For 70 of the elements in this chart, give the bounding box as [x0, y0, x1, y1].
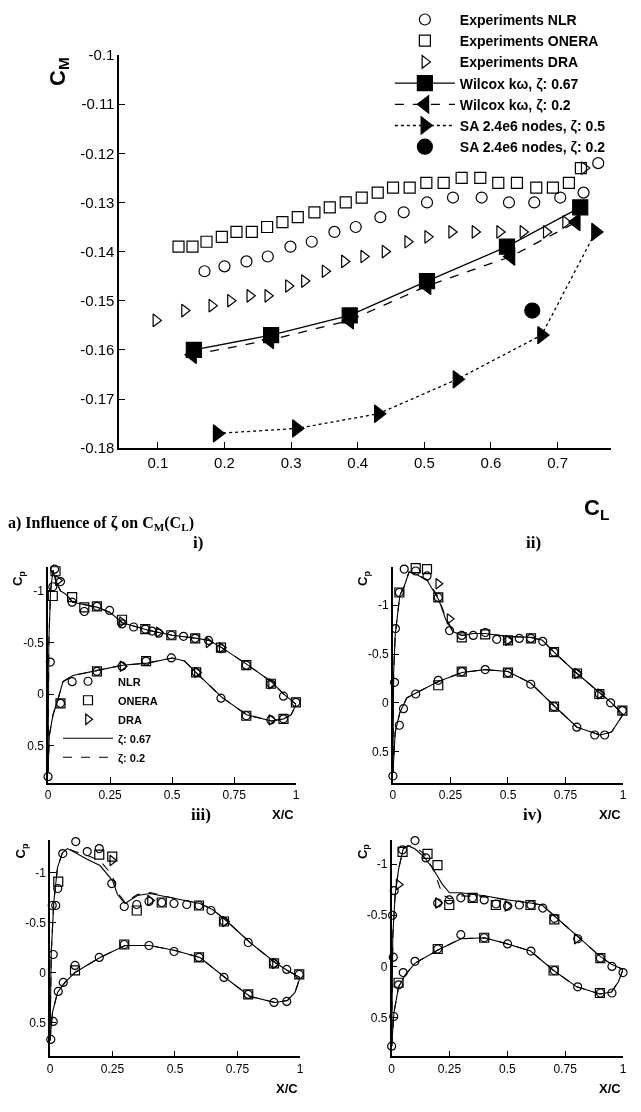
x-tick-label: 1: [619, 1061, 627, 1076]
x-tick-label: 0.7: [547, 453, 569, 471]
x-tick-label: 0.25: [98, 788, 123, 802]
x-axis-title: X/C: [599, 807, 622, 822]
y-tick-label: -0.5: [368, 647, 390, 662]
y-tick-label: 0.5: [370, 1010, 388, 1025]
x-tick-label: 0.5: [499, 788, 517, 802]
y-tick-label: -0.1: [88, 46, 115, 64]
y-tick-label: -0.5: [366, 908, 388, 923]
x-axis-title: C$_{L}$: [584, 495, 610, 523]
y-tick-label: -0.14: [80, 242, 115, 260]
y-tick-label: 0: [37, 687, 45, 702]
y-tick-label: -0.17: [80, 390, 115, 408]
y-tick-label: -1: [33, 584, 45, 599]
legend-label: Experiments DRA: [459, 54, 579, 71]
chart-title: iii): [191, 805, 211, 824]
x-tick-label: 0.75: [222, 788, 247, 802]
legend-label: Experiments ONERA: [459, 33, 599, 50]
legend-label: DRA: [118, 713, 142, 726]
x-tick-label: 0.75: [553, 1061, 578, 1076]
x-tick-label: 0.5: [413, 453, 435, 471]
legend-label: ζ: 0.2: [118, 751, 146, 765]
chart-title: i): [193, 533, 204, 552]
x-tick-label: 1: [296, 1061, 304, 1076]
y-tick-label: 0.5: [372, 744, 390, 759]
legend-label: NLR: [118, 675, 141, 688]
y-tick-label: -0.11: [81, 95, 115, 113]
chart-title: ii): [526, 533, 542, 552]
y-tick-label: 0: [382, 696, 390, 710]
y-tick-label: -0.13: [80, 193, 115, 211]
y-tick-label: 0: [380, 959, 388, 974]
x-tick-label: 0.25: [100, 1061, 125, 1076]
y-tick-label: 0: [39, 965, 47, 980]
legend-label: ζ: 0.67: [118, 732, 152, 746]
y-tick-label: -0.12: [80, 144, 115, 162]
legend-label: SA 2.4e6 nodes, ζ: 0.2: [459, 139, 606, 156]
y-tick-label: -0.18: [80, 439, 115, 457]
chart-title: iv): [523, 805, 542, 824]
x-tick-label: 0.2: [214, 453, 235, 471]
y-tick-label: -0.16: [80, 341, 115, 359]
legend-label: ONERA: [118, 694, 158, 707]
y-tick-label: -0.5: [25, 915, 47, 930]
y-tick-label: 0.5: [27, 738, 45, 753]
legend-label: SA 2.4e6 nodes, ζ: 0.5: [459, 117, 606, 134]
x-tick-label: 0.3: [280, 453, 302, 471]
x-axis-title: X/C: [599, 1081, 622, 1096]
x-tick-label: 0.6: [480, 453, 502, 471]
x-tick-label: 0.5: [166, 1061, 184, 1076]
x-tick-label: 0.75: [225, 1061, 250, 1076]
x-tick-label: 1: [292, 788, 300, 802]
legend-label: Wilcox kω, ζ: 0.2: [459, 96, 571, 113]
legend-label: Experiments NLR: [459, 11, 577, 28]
y-tick-label: -0.5: [23, 635, 45, 650]
x-tick-label: 0.1: [147, 453, 169, 471]
legend-label: Wilcox kω, ζ: 0.67: [459, 75, 579, 92]
x-tick-label: 0.75: [553, 788, 578, 802]
x-tick-label: 0.4: [347, 453, 369, 471]
y-tick-label: -1: [35, 865, 47, 880]
x-tick-label: 0.5: [163, 788, 181, 802]
y-tick-label: -1: [378, 598, 390, 613]
y-tick-label: -0.15: [80, 291, 115, 309]
x-tick-label: 0.25: [438, 788, 463, 802]
x-axis-title: X/C: [276, 1081, 299, 1096]
y-tick-label: 0.5: [29, 1015, 47, 1030]
y-tick-label: -1: [376, 857, 388, 872]
x-tick-label: 1: [619, 788, 627, 802]
x-tick-label: 0.5: [499, 1061, 517, 1076]
x-axis-title: X/C: [272, 807, 295, 822]
text: a) Influence of ζ on C$_{M}$(C$_{L}$): [8, 514, 194, 534]
x-tick-label: 0.25: [437, 1061, 462, 1076]
